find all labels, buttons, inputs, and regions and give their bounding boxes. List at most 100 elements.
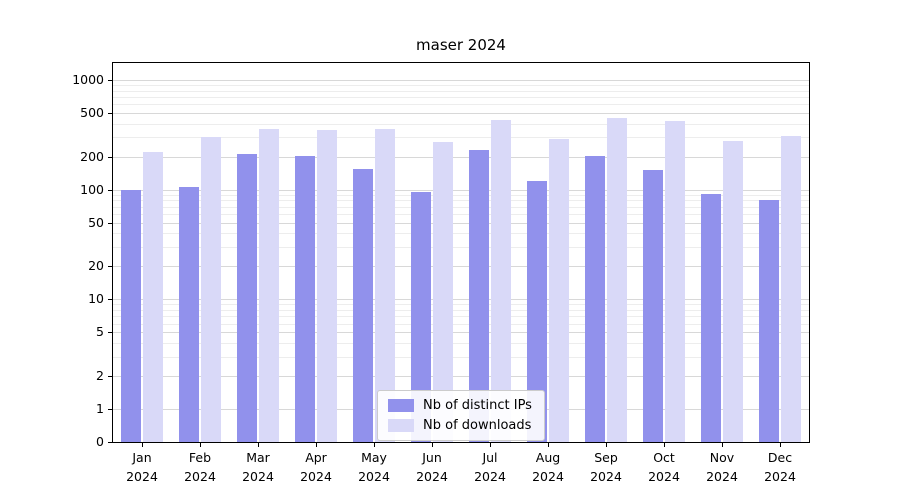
major-gridline (113, 189, 809, 191)
legend-label-distinct-ips: Nb of distinct IPs (423, 398, 532, 413)
y-tick-mark (108, 409, 112, 410)
major-gridline (113, 222, 809, 224)
bar-downloads (375, 129, 395, 442)
legend-swatch-downloads (388, 419, 414, 432)
bar-downloads (317, 130, 337, 442)
bar-distinct-ips (121, 189, 141, 442)
y-tick-label: 50 (88, 214, 104, 230)
y-tick-mark (108, 442, 112, 443)
minor-gridline (113, 247, 809, 248)
x-tick-mark (316, 443, 317, 447)
bar-downloads (665, 121, 685, 442)
x-tick-mark (432, 443, 433, 447)
bar-distinct-ips (585, 155, 605, 442)
x-tick-mark (142, 443, 143, 447)
bar-distinct-ips (527, 181, 547, 442)
y-tick-label: 2 (96, 368, 104, 383)
y-tick-label: 100 (80, 181, 104, 197)
major-gridline (113, 80, 809, 81)
minor-gridline (113, 90, 809, 92)
minor-gridline (113, 323, 809, 325)
major-gridline (113, 299, 809, 301)
x-tick-mark (258, 443, 259, 447)
x-tick-mark (200, 443, 201, 447)
x-tick-mark (374, 443, 375, 447)
x-tick-label: Apr 2024 (300, 450, 332, 484)
x-tick-mark (606, 443, 607, 447)
x-tick-label: Jul 2024 (474, 450, 506, 484)
minor-gridline (113, 194, 809, 196)
y-tick-label: 1000 (72, 72, 104, 87)
major-gridline (113, 266, 809, 268)
minor-gridline (113, 356, 809, 358)
y-tick-mark (108, 156, 112, 158)
major-gridline (113, 376, 809, 377)
legend-swatch-distinct-ips (388, 399, 414, 412)
bar-distinct-ips (411, 192, 431, 442)
bar-downloads (549, 139, 569, 442)
bar-distinct-ips (643, 170, 663, 442)
bar-downloads (781, 135, 801, 442)
y-tick-label: 0 (96, 434, 104, 449)
y-tick-mark (108, 376, 112, 377)
bar-distinct-ips (759, 200, 779, 442)
minor-gridline (113, 304, 809, 306)
y-tick-mark (108, 80, 112, 81)
y-tick-mark (108, 189, 112, 191)
x-tick-mark (664, 443, 665, 447)
minor-gridline (113, 104, 809, 106)
bar-downloads (201, 136, 221, 442)
x-tick-label: Oct 2024 (648, 450, 680, 484)
minor-gridline (113, 200, 809, 202)
minor-gridline (113, 123, 809, 125)
major-gridline (113, 156, 809, 158)
legend: Nb of distinct IPs Nb of downloads (377, 390, 545, 441)
plot-area (112, 62, 810, 443)
y-tick-label: 10 (88, 291, 104, 307)
bar-downloads (491, 120, 511, 442)
x-tick-mark (490, 443, 491, 447)
y-tick-label: 1 (96, 401, 104, 416)
minor-gridline (113, 206, 809, 208)
bar-downloads (433, 142, 453, 442)
minor-gridline (113, 137, 809, 139)
major-gridline (113, 332, 809, 334)
legend-item-distinct-ips: Nb of distinct IPs (388, 398, 532, 413)
chart-title: maser 2024 (416, 36, 506, 54)
y-tick-mark (108, 113, 112, 114)
legend-label-downloads: Nb of downloads (423, 418, 532, 433)
y-tick-mark (108, 266, 112, 268)
x-tick-label: Aug 2024 (532, 450, 564, 484)
bar-distinct-ips (353, 168, 373, 442)
minor-gridline (113, 310, 809, 311)
minor-gridline (113, 85, 809, 86)
y-tick-mark (108, 332, 112, 334)
y-tick-label: 200 (80, 148, 104, 164)
y-tick-label: 5 (96, 324, 104, 340)
bar-distinct-ips (237, 154, 257, 442)
x-tick-label: Jun 2024 (416, 450, 448, 484)
x-tick-label: Jan 2024 (126, 450, 158, 484)
y-tick-label: 500 (80, 105, 104, 120)
minor-gridline (113, 214, 809, 215)
x-tick-label: Sep 2024 (590, 450, 622, 484)
x-tick-mark (780, 443, 781, 447)
bar-downloads (607, 118, 627, 442)
y-tick-mark (108, 222, 112, 224)
bar-downloads (259, 128, 279, 442)
minor-gridline (113, 97, 809, 98)
x-tick-mark (548, 443, 549, 447)
bar-distinct-ips (179, 187, 199, 442)
minor-gridline (113, 343, 809, 344)
minor-gridline (113, 316, 809, 318)
x-tick-label: Dec 2024 (764, 450, 796, 484)
x-tick-label: Nov 2024 (706, 450, 738, 484)
x-tick-label: Feb 2024 (184, 450, 216, 484)
x-tick-label: Mar 2024 (242, 450, 274, 484)
y-tick-mark (108, 299, 112, 301)
bar-downloads (723, 140, 743, 442)
x-tick-mark (722, 443, 723, 447)
legend-item-downloads: Nb of downloads (388, 418, 532, 433)
y-tick-label: 20 (88, 258, 104, 274)
